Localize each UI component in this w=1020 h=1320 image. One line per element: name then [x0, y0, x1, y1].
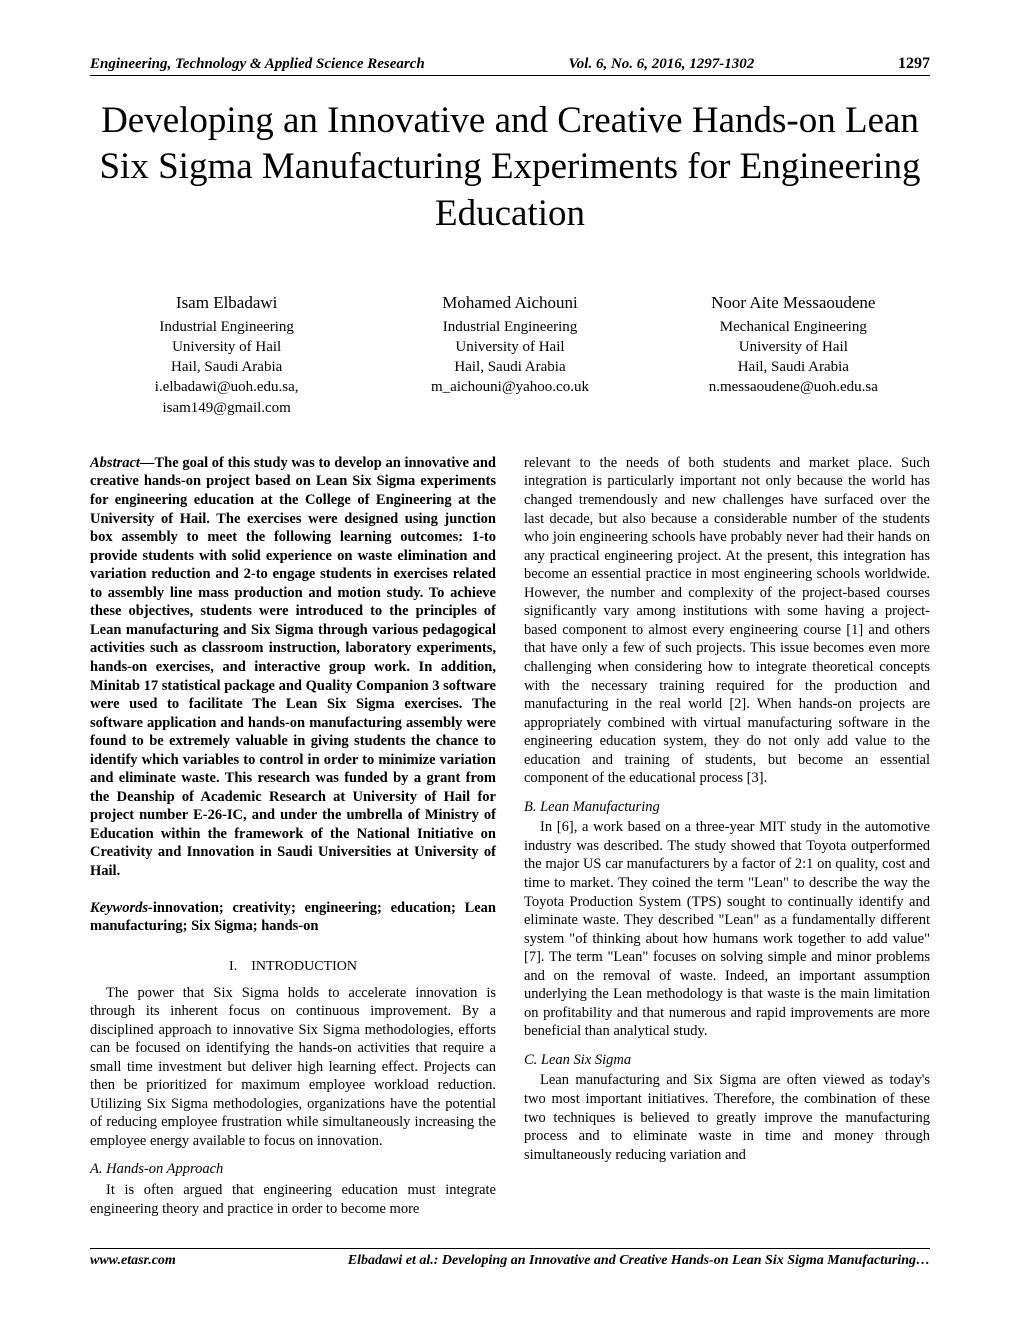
- keywords: Keywords-innovation; creativity; enginee…: [90, 899, 496, 936]
- page: Engineering, Technology & Applied Scienc…: [0, 0, 1020, 1309]
- section-number: I.: [229, 959, 237, 974]
- section-heading-intro: I. INTRODUCTION: [90, 958, 496, 976]
- author-dept: Industrial Engineering: [90, 317, 363, 337]
- abstract-text: The goal of this study was to develop an…: [90, 455, 496, 879]
- sub-b-paragraph: In [6], a work based on a three-year MIT…: [524, 818, 930, 1041]
- author-email: n.messaoudene@uoh.edu.sa: [657, 377, 930, 397]
- subheading-b: B. Lean Manufacturing: [524, 798, 930, 817]
- author-univ: University of Hail: [373, 337, 646, 357]
- author-loc: Hail, Saudi Arabia: [373, 357, 646, 377]
- author-dept: Industrial Engineering: [373, 317, 646, 337]
- paper-title: Developing an Innovative and Creative Ha…: [90, 98, 930, 237]
- author-loc: Hail, Saudi Arabia: [90, 357, 363, 377]
- abstract: Abstract—The goal of this study was to d…: [90, 454, 496, 881]
- subheading-c: C. Lean Six Sigma: [524, 1051, 930, 1070]
- col2-para1: relevant to the needs of both students a…: [524, 454, 930, 788]
- author-name: Noor Aite Messaoudene: [657, 292, 930, 315]
- footer-rule: [90, 1248, 930, 1249]
- abstract-label: Abstract—: [90, 455, 154, 471]
- two-column-body: Abstract—The goal of this study was to d…: [90, 454, 930, 1218]
- header-page-number: 1297: [898, 55, 930, 73]
- author-univ: University of Hail: [657, 337, 930, 357]
- footer-citation: Elbadawi et al.: Developing an Innovativ…: [348, 1253, 930, 1269]
- author-dept: Mechanical Engineering: [657, 317, 930, 337]
- header-journal: Engineering, Technology & Applied Scienc…: [90, 56, 425, 73]
- author-univ: University of Hail: [90, 337, 363, 357]
- subheading-a: A. Hands-on Approach: [90, 1160, 496, 1179]
- header-row: Engineering, Technology & Applied Scienc…: [90, 55, 930, 73]
- header-issue: Vol. 6, No. 6, 2016, 1297-1302: [568, 56, 754, 73]
- footer-site: www.etasr.com: [90, 1253, 176, 1269]
- authors-block: Isam Elbadawi Industrial Engineering Uni…: [90, 292, 930, 418]
- intro-paragraph: The power that Six Sigma holds to accele…: [90, 984, 496, 1151]
- author-3: Noor Aite Messaoudene Mechanical Enginee…: [657, 292, 930, 418]
- sub-c-paragraph: Lean manufacturing and Six Sigma are oft…: [524, 1071, 930, 1164]
- section-title: INTRODUCTION: [251, 959, 357, 974]
- author-1: Isam Elbadawi Industrial Engineering Uni…: [90, 292, 363, 418]
- author-loc: Hail, Saudi Arabia: [657, 357, 930, 377]
- author-name: Isam Elbadawi: [90, 292, 363, 315]
- right-column: relevant to the needs of both students a…: [524, 454, 930, 1218]
- left-column: Abstract—The goal of this study was to d…: [90, 454, 496, 1218]
- keywords-label: Keywords-: [90, 900, 153, 916]
- header-rule: [90, 75, 930, 76]
- author-email: i.elbadawi@uoh.edu.sa, isam149@gmail.com: [90, 377, 363, 418]
- author-email: m_aichouni@yahoo.co.uk: [373, 377, 646, 397]
- author-2: Mohamed Aichouni Industrial Engineering …: [373, 292, 646, 418]
- footer-row: www.etasr.com Elbadawi et al.: Developin…: [90, 1253, 930, 1269]
- sub-a-paragraph: It is often argued that engineering educ…: [90, 1181, 496, 1218]
- author-name: Mohamed Aichouni: [373, 292, 646, 315]
